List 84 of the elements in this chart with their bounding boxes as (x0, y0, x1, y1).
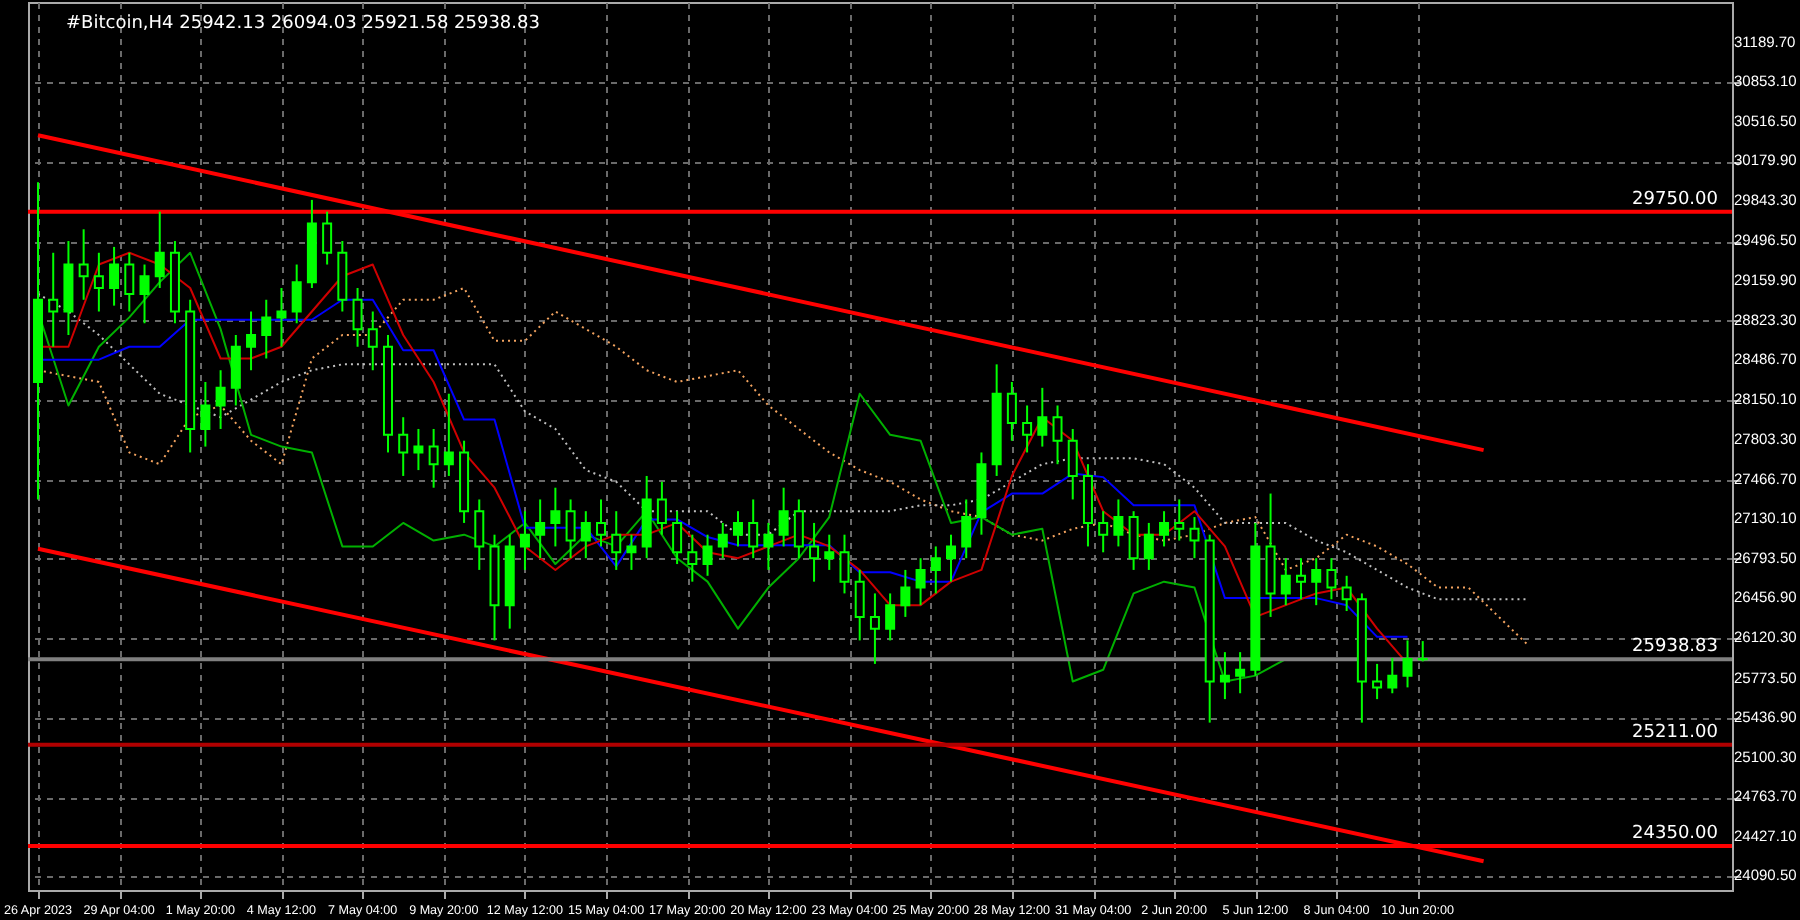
candlestick (1067, 427, 1078, 501)
candlestick (732, 510, 743, 548)
candlestick (793, 498, 804, 560)
candlestick (1326, 557, 1337, 601)
candlestick (641, 474, 652, 560)
candlestick (535, 498, 546, 560)
candlestick (398, 416, 409, 477)
candlestick (1022, 404, 1033, 454)
candlestick (1174, 498, 1185, 542)
candlestick (215, 369, 226, 430)
candlestick (322, 210, 333, 266)
candlestick (1052, 404, 1063, 466)
candlestick (656, 480, 667, 536)
candlestick (1280, 557, 1291, 607)
candlestick (261, 298, 272, 360)
candlestick (1372, 662, 1383, 701)
candlestick (1098, 510, 1109, 554)
candlestick (276, 287, 287, 348)
candlestick (1311, 557, 1322, 607)
candlestick (78, 228, 89, 301)
candlestick (1128, 510, 1139, 571)
candlestick (63, 240, 74, 336)
candlestick (367, 310, 378, 372)
candlestick (550, 486, 561, 548)
candlestick (519, 510, 530, 571)
candlestick (930, 545, 941, 595)
candlestick (1296, 557, 1306, 601)
candlestick (1006, 380, 1017, 442)
candlestick (352, 287, 363, 348)
candlestick (687, 533, 698, 583)
candlestick (596, 498, 607, 548)
candlestick (626, 533, 637, 571)
candlestick (717, 521, 728, 560)
candlestick (869, 592, 880, 665)
candlestick (1402, 639, 1413, 689)
candlestick (1159, 510, 1170, 548)
candlestick (48, 251, 59, 348)
candlestick (885, 592, 896, 642)
candlestick (246, 310, 257, 372)
candlestick (443, 392, 454, 477)
candlestick (337, 240, 348, 313)
candlestick (109, 245, 120, 307)
candlestick (291, 263, 302, 325)
candlestick (839, 533, 850, 595)
candlestick (824, 533, 835, 571)
candlestick (1219, 651, 1230, 701)
candlestick (428, 427, 439, 489)
candlestick (474, 498, 485, 571)
candlestick (1189, 516, 1200, 560)
ref-line-label: 29750.00 (1632, 189, 1719, 210)
candlestick (93, 251, 104, 313)
candlestick (672, 510, 683, 566)
candlestick (961, 498, 972, 560)
candlestick (1265, 492, 1276, 618)
candlestick (1082, 463, 1093, 548)
ref-line-label: 25938.83 (1632, 637, 1718, 658)
candlestick (1143, 521, 1154, 571)
candlestick (900, 568, 911, 618)
candlestick (154, 210, 165, 290)
candlestick (230, 334, 241, 407)
candlestick (748, 498, 759, 560)
ref-line-label: 24350.00 (1632, 823, 1719, 844)
candlestick (702, 533, 713, 577)
candlestick (611, 510, 622, 571)
text: #Bitcoin,H4 25942.13 26094.03 25921.58 25938.83 (66, 14, 540, 34)
candlestick (946, 533, 957, 583)
candlestick (124, 251, 135, 313)
candlestick (1037, 386, 1048, 448)
candlestick (1235, 651, 1246, 695)
candlestick (1113, 498, 1124, 548)
candlestick (1341, 574, 1352, 613)
candlestick (139, 263, 150, 325)
candlestick (763, 521, 774, 571)
candlestick (1387, 657, 1398, 695)
candlestick (413, 427, 424, 472)
candlestick (778, 486, 789, 548)
candlestick (809, 521, 820, 583)
candlestick (915, 557, 926, 607)
candlestick (580, 510, 591, 560)
candlestick (200, 380, 211, 448)
candlestick (854, 568, 865, 642)
ref-line-label: 25211.00 (1632, 722, 1719, 743)
candlestick (565, 498, 576, 560)
candlestick (1417, 640, 1428, 663)
